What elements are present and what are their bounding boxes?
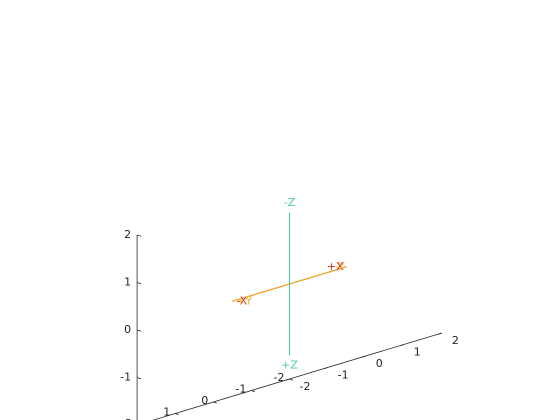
z-tick-mark [136, 282, 142, 285]
y-tick-label: 0 [376, 357, 383, 370]
z-tick-label: 2 [124, 228, 131, 241]
y-tick-mark [285, 378, 290, 381]
y-tick-label: -1 [338, 369, 349, 382]
x-tick-label: -2 [274, 371, 285, 384]
x-tick-label: 0 [201, 394, 208, 407]
z-start-label: +Z [281, 358, 298, 371]
x-tick-mark [251, 390, 256, 393]
direction-labels: +X -X+Y -Y +Z -Z [236, 196, 345, 372]
x-axis-line [152, 378, 290, 420]
x-start-label: +X [327, 260, 344, 273]
x-tick-label: 1 [163, 406, 170, 419]
y-tick-mark [323, 367, 328, 370]
y-end-label: -Y [335, 260, 345, 273]
z-tick-mark [136, 234, 142, 237]
x-tick-mark [289, 378, 294, 381]
y-tick-mark [438, 332, 443, 335]
y-tick-label: 2 [452, 334, 459, 347]
x-tick-label: 2 [125, 417, 132, 420]
z-tick-label: -1 [120, 371, 131, 384]
z-tick-label: 1 [124, 276, 131, 289]
z-tick-mark [136, 377, 142, 380]
y-tick-mark [362, 355, 366, 358]
y-tick-mark [400, 344, 404, 347]
direction-lines [232, 212, 347, 356]
x-tick-mark [213, 401, 217, 404]
y-tick-label: 1 [414, 346, 421, 359]
y-start-label: +Y [236, 294, 252, 307]
z-end-label: -Z [284, 196, 296, 209]
z-tick-label: -2 [120, 418, 131, 420]
x-tick-mark [175, 413, 179, 416]
z-tick-mark [136, 329, 142, 332]
z-tick-label: 0 [124, 323, 131, 336]
y-tick-label: -2 [300, 380, 311, 393]
x-tick-label: -1 [235, 383, 246, 396]
x-end-label: -X [236, 294, 247, 307]
